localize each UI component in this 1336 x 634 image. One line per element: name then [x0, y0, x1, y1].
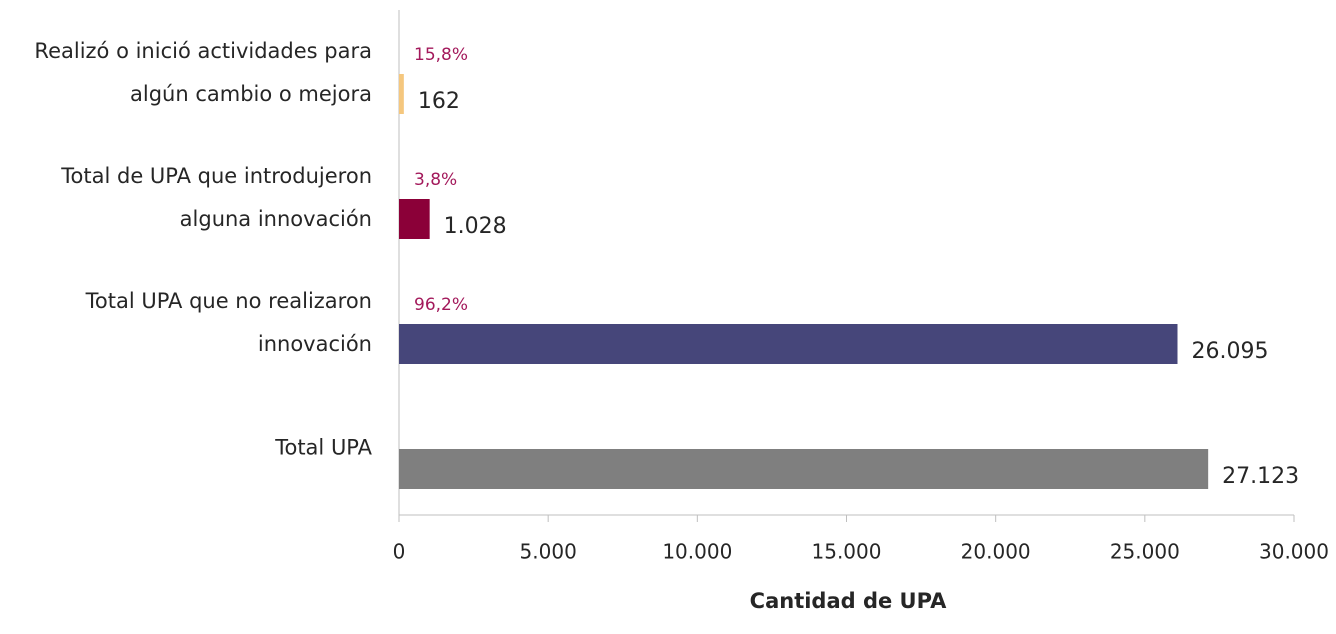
bar — [399, 199, 430, 239]
value-label: 26.095 — [1192, 339, 1269, 364]
x-tick-label: 15.000 — [812, 540, 882, 564]
x-axis-title: Cantidad de UPA — [750, 589, 947, 613]
value-label: 162 — [418, 89, 460, 114]
value-label: 27.123 — [1222, 464, 1299, 489]
bar — [399, 74, 404, 114]
category-label: Realizó o inició actividades para algún … — [34, 39, 372, 106]
bar — [399, 449, 1209, 489]
bar — [399, 324, 1178, 364]
annotation: 96,2% — [414, 295, 468, 315]
annotation: 15,8% — [414, 45, 468, 65]
x-tick-label: 5.000 — [520, 540, 577, 564]
category-label: Total de UPA que introdujeron alguna inn… — [61, 164, 372, 231]
category-label: Total UPA — [275, 435, 372, 460]
value-label: 1.028 — [444, 214, 507, 239]
x-tick-label: 25.000 — [1110, 540, 1180, 564]
x-tick-label: 0 — [393, 540, 406, 564]
category-label: Total UPA que no realizaron innovación — [85, 289, 372, 356]
annotation: 3,8% — [414, 170, 457, 190]
x-tick-label: 20.000 — [961, 540, 1031, 564]
x-tick-label: 30.000 — [1259, 540, 1329, 564]
x-tick-label: 10.000 — [662, 540, 732, 564]
